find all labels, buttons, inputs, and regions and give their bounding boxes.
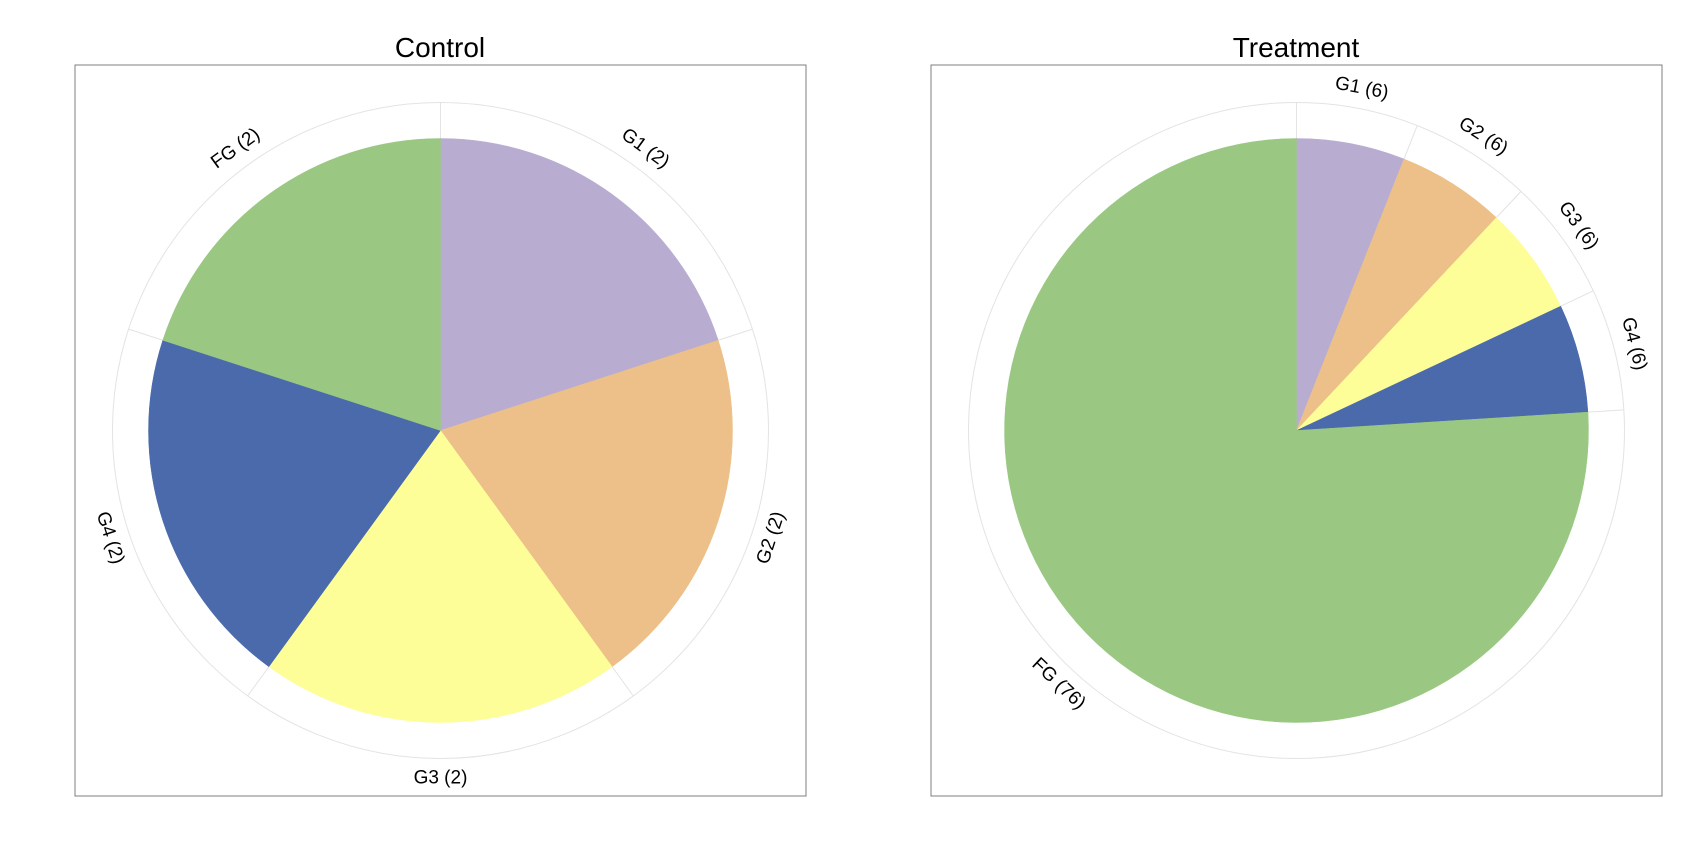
treatment-label-g3: G3 (6) xyxy=(1554,198,1603,254)
control-slice-g1 xyxy=(440,138,719,431)
control-label-fg: FG (2) xyxy=(207,124,264,173)
control-panel-title: Control xyxy=(395,32,485,63)
treatment-slice-fg xyxy=(1004,138,1589,723)
control-slice-g4 xyxy=(148,339,441,668)
treatment-grid-tick xyxy=(1560,290,1594,307)
control-label-g4: G4 (2) xyxy=(92,509,129,567)
treatment-pie: G1 (6) G2 (6) G3 (6) G4 (6) FG (76) xyxy=(968,73,1651,759)
control-panel-frame xyxy=(74,64,807,797)
control-pie: G1 (2) G2 (2) G3 (2) G4 (2) FG (2) xyxy=(92,102,790,789)
treatment-panel-title: Treatment xyxy=(1233,32,1360,63)
treatment-label-g2: G2 (6) xyxy=(1455,113,1512,160)
control-slice-fg xyxy=(162,138,441,431)
treatment-label-fg: FG (76) xyxy=(1028,654,1090,714)
control-label-g2: G2 (2) xyxy=(753,509,790,567)
treatment-grid-tick xyxy=(1496,191,1522,218)
treatment-panel-frame xyxy=(930,64,1663,797)
treatment-panel: Treatment G1 (6) G2 (6) G3 (6) G4 (6) FG (76… xyxy=(930,32,1663,797)
treatment-grid-tick xyxy=(1587,409,1624,413)
treatment-label-g4: G4 (6) xyxy=(1617,315,1651,372)
control-slice-g3 xyxy=(268,430,613,723)
control-grid-tick xyxy=(128,328,163,341)
control-grid-tick xyxy=(247,666,270,697)
treatment-label-g1: G1 (6) xyxy=(1333,73,1390,104)
control-label-g1: G1 (2) xyxy=(617,124,673,173)
control-panel: Control G1 (2) G2 (2) G3 (2) G4 (2) FG (2) xyxy=(74,32,807,797)
treatment-grid-tick xyxy=(1403,125,1418,160)
control-slice-g2 xyxy=(440,339,733,668)
control-grid-tick xyxy=(718,328,753,341)
control-label-g3: G3 (2) xyxy=(414,768,468,789)
control-grid-tick xyxy=(611,666,634,697)
